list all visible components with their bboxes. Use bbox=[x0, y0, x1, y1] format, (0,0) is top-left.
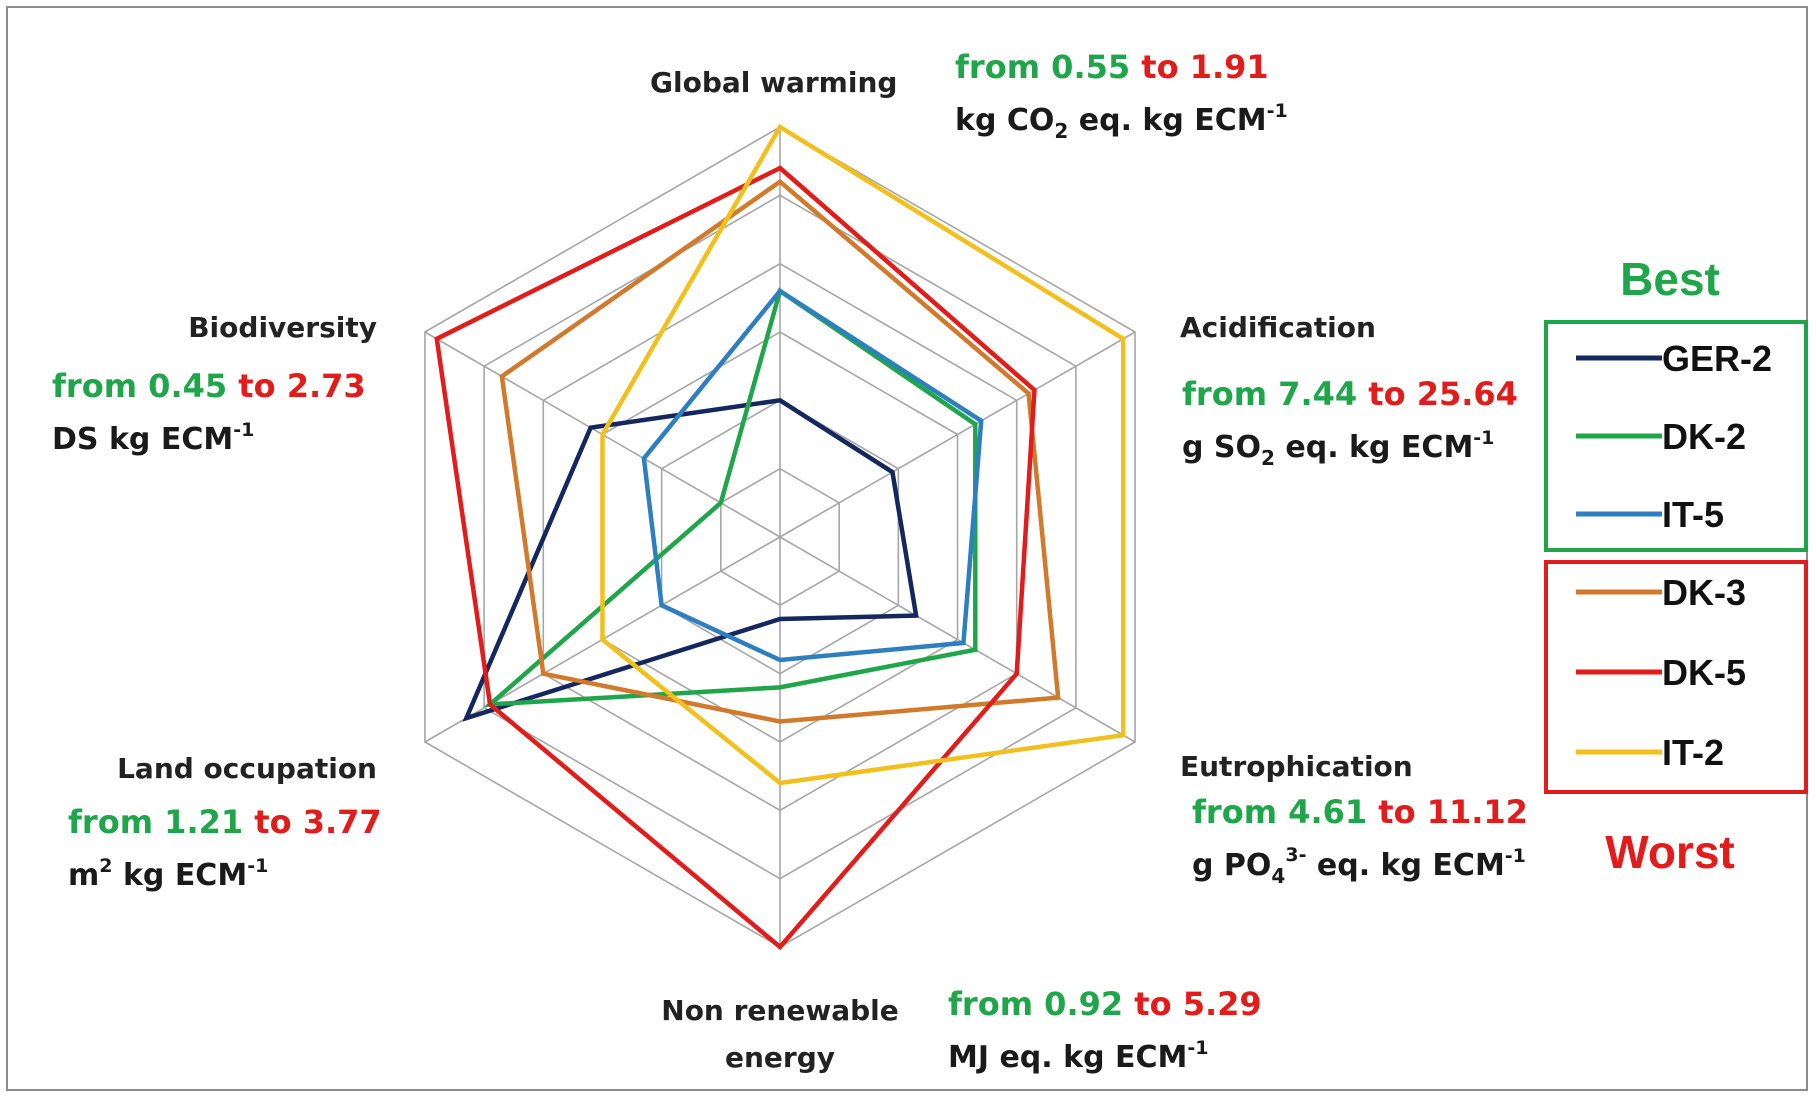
axis-unit-1: g SO2 eq. kg ECM-1 bbox=[1182, 427, 1494, 470]
series-dk-5 bbox=[434, 165, 1037, 951]
radar-series bbox=[434, 123, 1126, 951]
legend-label-dk-2: DK-2 bbox=[1662, 416, 1746, 457]
axis-label-3-line2: energy bbox=[725, 1041, 835, 1074]
radar-grid bbox=[424, 126, 1136, 948]
axis-label-1: Acidification bbox=[1180, 311, 1376, 344]
series-it-2 bbox=[600, 123, 1126, 786]
legend-label-ger-2: GER-2 bbox=[1662, 338, 1772, 379]
grid-spoke-2 bbox=[779, 536, 1136, 743]
axis-range-5: from 0.45 to 2.73 bbox=[52, 367, 366, 405]
legend-label-dk-3: DK-3 bbox=[1662, 572, 1746, 613]
axis-range-2: from 4.61 to 11.12 bbox=[1192, 793, 1528, 831]
legend-worst-label: Worst bbox=[1605, 826, 1735, 878]
axis-label-0: Global warming bbox=[650, 66, 897, 99]
legend: Best Worst GER-2 DK-2 IT-5 DK-3 DK-5 IT-2 bbox=[1544, 253, 1808, 878]
axis-label-3: Non renewable bbox=[661, 994, 898, 1027]
legend-label-it-2: IT-2 bbox=[1662, 732, 1724, 773]
axis-unit-2: g PO43- eq. kg ECM-1 bbox=[1192, 844, 1526, 888]
axis-label-4: Land occupation bbox=[117, 752, 377, 785]
legend-best-label: Best bbox=[1620, 253, 1720, 305]
axis-range-0: from 0.55 to 1.91 bbox=[955, 48, 1269, 86]
legend-label-it-5: IT-5 bbox=[1662, 494, 1724, 535]
axis-unit-4: m2 kg ECM-1 bbox=[68, 855, 268, 893]
axis-range-3: from 0.92 to 5.29 bbox=[948, 985, 1262, 1023]
series-ger-2 bbox=[462, 397, 919, 722]
series-it-5 bbox=[641, 288, 984, 663]
axis-range-1: from 7.44 to 25.64 bbox=[1182, 375, 1518, 413]
grid-spoke-1 bbox=[779, 331, 1136, 538]
legend-worst-box bbox=[1544, 560, 1808, 794]
legend-label-dk-5: DK-5 bbox=[1662, 652, 1746, 693]
axis-labels: Global warming from 0.55 to 1.91 kg CO2 eq… bbox=[52, 48, 1528, 1075]
axis-unit-5: DS kg ECM-1 bbox=[52, 419, 254, 457]
series-dk-2 bbox=[483, 287, 978, 708]
legend-best-box bbox=[1544, 320, 1808, 552]
axis-label-5: Biodiversity bbox=[188, 311, 377, 344]
series-dk-3 bbox=[499, 178, 1061, 724]
axis-label-2: Eutrophication bbox=[1180, 750, 1413, 783]
axis-range-4: from 1.21 to 3.77 bbox=[68, 803, 382, 841]
axis-unit-0: kg CO2 eq. kg ECM-1 bbox=[955, 100, 1288, 143]
axis-unit-3: MJ eq. kg ECM-1 bbox=[948, 1037, 1208, 1075]
